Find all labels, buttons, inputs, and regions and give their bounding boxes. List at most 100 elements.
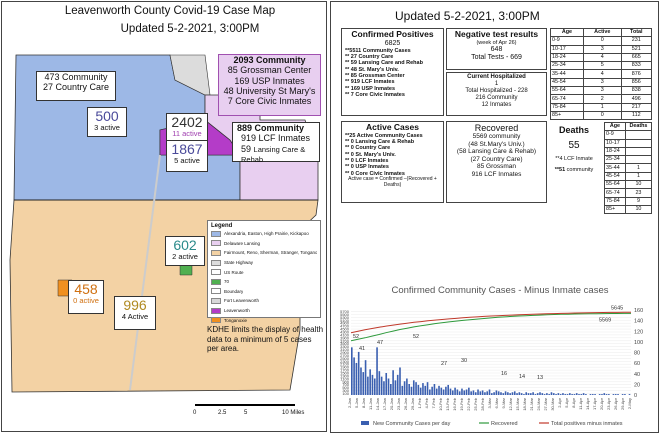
se-count-box: 602 2 active [165,236,205,266]
list-item: ** 85 Grossman Center [345,73,405,80]
recovered-list: 5569 community (48 St.Mary's Univ.) (58 La… [447,133,546,178]
bar [417,384,420,395]
bar [612,394,615,395]
bar [502,393,505,395]
recovered-line [350,312,631,342]
y-tick-label-left: 3300 [340,344,350,349]
legend-item: Leavenworth [211,306,317,316]
legend-item: 70 [211,277,317,287]
y-tick-label-right: 80 [634,351,640,357]
data-label: 13 [537,375,543,381]
bar [491,393,493,395]
sw-active-label: 0 active [73,296,99,306]
y-tick-label-right: 40 [634,372,640,378]
e-count-box: 1867 5 active [166,140,208,172]
x-tick-label: 26-Apr [613,397,618,410]
bar [617,394,619,395]
table-cell: 1 [624,163,653,173]
table-header: Active [582,27,622,38]
legend-label: New Community Cases per day [373,421,451,427]
bar [454,387,456,395]
y-tick-label-left: 3500 [340,341,350,346]
table-cell: 18-24 [604,146,626,157]
bar [426,382,429,395]
legend-item: Fort Leavenworth [211,296,317,306]
table-cell: 838 [620,86,653,96]
bar [376,347,378,395]
sw-count-box: 458 0 active [68,280,104,314]
bar [539,392,541,395]
x-tick-label: 4-Feb [424,397,429,408]
bar [546,393,548,395]
map-updated: Updated 5-2-2021, 3:00PM [120,23,260,35]
ne-active-label: 11 active [172,129,202,139]
hospitalized-inmates: 12 Inmates [481,101,512,108]
y-tick-label-right: 160 [634,308,643,314]
s-active-label: 4 Active [121,312,149,322]
legend-item: Fairmount, Reno, Sherman, Stranger, Tong… [211,248,317,258]
table-cell: 0-9 [604,130,626,140]
table-row: 18-24 [604,146,653,157]
x-tick-label: 12-Mar [508,397,513,410]
y-tick-label-left: 5500 [340,312,350,317]
table-cell: 45-54 [604,171,626,182]
bar [383,381,385,395]
table-header: Age [550,27,584,38]
legend-swatch [211,307,221,314]
se-count-value: 602 [173,237,197,253]
table-cell: 25-34 [550,61,584,71]
x-tick-label: 29-Jan [410,398,415,410]
ne-usp-label: 169 USP Inmates [234,75,305,86]
table-cell: 18-24 [550,52,584,63]
negative-week: (week of Apr 26) [476,39,517,46]
bar [601,394,603,395]
ne-count-box: 2402 11 active [166,113,208,143]
table-cell: 23 [624,188,653,198]
bar [598,394,601,395]
bar [566,394,569,395]
table-cell: 4 [582,52,622,63]
bar [435,388,438,395]
bar [465,389,468,395]
table-row: 35-44 1 [604,163,653,173]
bar [390,384,392,395]
bar [624,394,626,395]
bar [415,382,417,395]
legend-title: Legend [211,223,233,229]
dashboard-updated: Updated 5-2-2021, 3:00PM [395,9,540,23]
recovered-title: Recovered [474,123,519,133]
negative-week-value: 648 [490,46,503,54]
bar [396,374,399,395]
y-tick-label-left: 3100 [340,347,350,352]
legend-item: Delaware Lansing [211,239,317,249]
negative-title: Negative test results [454,29,539,39]
bar [594,394,596,395]
e-community-label: 889 Community [237,123,305,133]
y-tick-label-right: 0 [634,393,637,399]
age-table: Age Active Total 0-9 0 231 10-17 3 521 18-24 4 665… [550,27,653,121]
x-tick-label: 25-Feb [473,397,478,410]
legend-label: Boundary [224,288,244,294]
table-cell: 75-84 [550,102,584,112]
bar [589,394,592,395]
bar [406,378,408,395]
table-cell: 55-64 [604,180,626,190]
x-tick-label: 17-Apr [592,397,597,410]
list-item: (27 Country Care) [470,155,523,163]
bar [387,378,390,395]
nw-community-label: 473 Community [44,72,108,82]
bar [401,385,404,395]
bar [552,393,555,395]
data-label: 52 [413,334,419,340]
sw-count-value: 458 [74,281,98,297]
bar [614,394,617,395]
table-cell: 10-17 [550,44,584,54]
bar [468,387,470,395]
bar [412,380,415,395]
bar [353,357,355,395]
data-label: 5569 [599,317,611,323]
legend-label: Delaware Lansing [224,240,261,246]
table-cell: 5 [582,61,622,71]
nw-active-label: 3 active [94,123,120,133]
list-item: (58 Lansing Care & Rehab) [456,148,537,156]
